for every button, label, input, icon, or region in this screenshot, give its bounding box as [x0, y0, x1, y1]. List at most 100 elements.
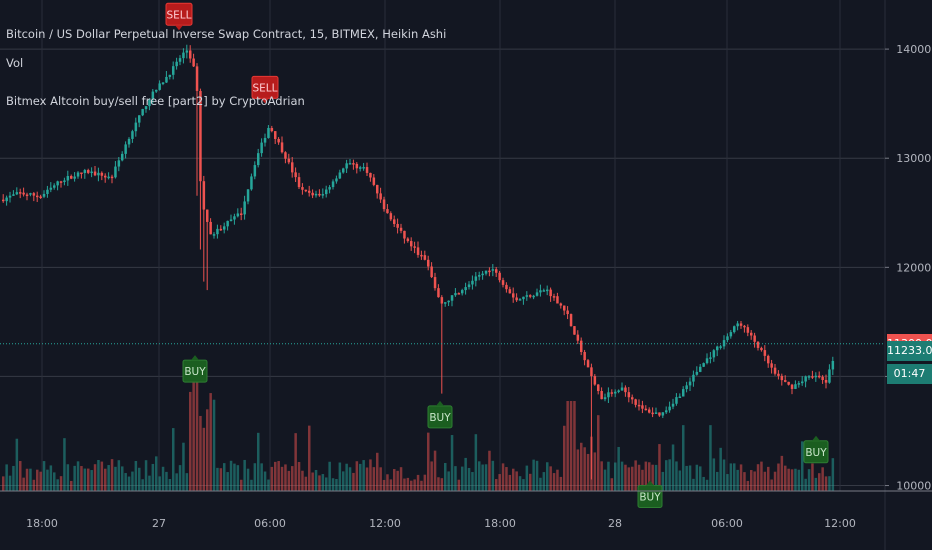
volume-bar: [185, 473, 189, 491]
candle: [277, 137, 280, 145]
x-tick-label: 28: [608, 517, 622, 530]
candle: [76, 171, 80, 179]
volume-bar: [93, 464, 97, 491]
volume-bar: [12, 465, 15, 491]
signal-label: SELL: [253, 82, 278, 94]
volume-bar: [461, 466, 464, 491]
candle: [437, 284, 440, 298]
candle: [512, 287, 515, 303]
volume-bar: [348, 467, 352, 491]
volume-bar: [291, 466, 294, 491]
candle: [22, 187, 25, 197]
candle: [753, 332, 756, 348]
volume-bar: [42, 461, 46, 491]
volume-bar: [257, 432, 260, 491]
candle: [257, 148, 260, 168]
volume-bar: [637, 464, 641, 491]
candle: [29, 192, 32, 197]
candle: [70, 174, 73, 180]
volume-bar: [117, 460, 121, 491]
volume-bar: [682, 425, 685, 491]
indicator-legend[interactable]: Bitmex Altcoin buy/sell free [part2] by …: [6, 94, 305, 108]
volume-legend[interactable]: Vol: [6, 56, 24, 70]
candle: [396, 218, 399, 234]
candle: [406, 237, 410, 243]
volume-bar: [736, 469, 739, 491]
candle: [722, 335, 726, 350]
volume-bar: [617, 446, 620, 491]
candle: [692, 370, 695, 387]
volume-bar: [318, 475, 321, 491]
candle: [416, 241, 420, 258]
volume-bar: [498, 474, 501, 491]
candle: [46, 185, 49, 198]
candle: [114, 161, 117, 179]
candle: [624, 385, 627, 397]
volume-bar: [427, 432, 430, 491]
volume-bar: [5, 464, 8, 491]
candle: [376, 184, 379, 199]
candle: [641, 400, 644, 414]
volume-bar: [794, 468, 797, 491]
candle: [25, 192, 29, 201]
candle: [539, 284, 542, 297]
volume-bar: [416, 474, 420, 491]
candle: [607, 387, 610, 403]
candle: [542, 288, 546, 292]
volume-bar: [586, 453, 590, 491]
volume-bar: [692, 478, 695, 491]
candle: [450, 295, 454, 307]
candle: [410, 237, 413, 251]
candle: [90, 167, 93, 178]
candle: [2, 194, 5, 203]
sell-signal[interactable]: SELL: [251, 75, 279, 104]
volume-bar: [274, 461, 277, 491]
volume-bar: [178, 465, 182, 491]
candle: [760, 346, 763, 352]
symbol-title[interactable]: Bitcoin / US Dollar Perpetual Inverse Sw…: [6, 27, 447, 41]
volume-bar: [382, 479, 386, 491]
candle: [185, 44, 189, 59]
volume-bar: [705, 479, 709, 491]
volume-bar: [59, 476, 63, 491]
volume-bar: [651, 464, 654, 491]
candle: [362, 162, 365, 171]
volume-bar: [110, 459, 114, 491]
volume-bar: [566, 401, 569, 491]
buy-signal[interactable]: BUY: [803, 435, 829, 464]
volume-bar: [206, 409, 209, 491]
volume-bar: [767, 466, 770, 491]
candle: [665, 406, 668, 414]
volume-bar: [678, 470, 682, 491]
candle: [117, 157, 121, 172]
candle: [529, 294, 532, 299]
sell-signal[interactable]: SELL: [165, 2, 193, 31]
candle: [654, 407, 658, 414]
volume-bar: [518, 476, 522, 491]
candle: [614, 389, 617, 398]
candle: [372, 174, 376, 187]
candle: [719, 344, 722, 350]
volume-bar: [168, 478, 172, 491]
volume-bar: [263, 471, 267, 491]
candle: [580, 337, 583, 356]
candle: [178, 55, 182, 66]
volume-bar: [597, 415, 600, 491]
signal-markers[interactable]: SELL SELL BUY BUY BUY BUY: [165, 2, 829, 509]
candle: [325, 185, 328, 198]
buy-signal[interactable]: BUY: [182, 355, 208, 383]
volume-bar: [403, 478, 406, 491]
volume-bar: [253, 463, 257, 491]
volume-bar: [610, 478, 614, 491]
candle: [709, 352, 712, 364]
volume-bar: [515, 471, 518, 491]
volume-bar: [284, 464, 287, 491]
volume-bar: [189, 391, 192, 491]
candle: [750, 330, 753, 340]
candle: [831, 356, 835, 375]
candle: [546, 285, 549, 296]
volume-bar: [280, 466, 284, 491]
buy-signal[interactable]: BUY: [427, 400, 453, 429]
volume-bar: [294, 433, 297, 491]
